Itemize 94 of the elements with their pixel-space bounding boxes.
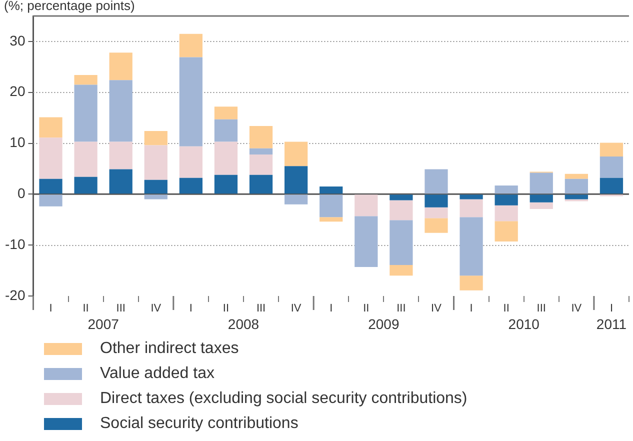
text: 2011 (596, 316, 627, 332)
x-tick-label: III (536, 302, 546, 315)
y-tick-label: 30 (10, 32, 26, 48)
legend-label: Other indirect taxes (100, 340, 239, 358)
bar (460, 194, 483, 200)
x-tick-label: II (82, 302, 89, 315)
bar (39, 138, 62, 179)
bar (144, 180, 168, 194)
bar (109, 169, 132, 194)
bar (179, 146, 202, 178)
bar (109, 80, 132, 142)
chart-title: (%; percentage points) (4, 0, 135, 14)
bar (424, 169, 448, 194)
bar (530, 202, 553, 209)
bar (530, 172, 553, 194)
bar (424, 194, 448, 208)
x-tick-label: III (256, 302, 266, 315)
bar (460, 199, 483, 218)
x-tick-label: IV (290, 302, 302, 315)
bar (179, 57, 202, 146)
bar (320, 186, 343, 194)
x-tick-label: I (470, 302, 473, 315)
bar (39, 194, 62, 206)
bar (214, 106, 238, 120)
bar (424, 207, 448, 218)
y-tick-label: -20 (5, 286, 26, 303)
x-tick-label: I (189, 302, 192, 315)
y-tick-label: 20 (10, 83, 26, 100)
bar (390, 194, 413, 200)
bar (354, 216, 378, 267)
x-tick-label: IV (431, 302, 442, 315)
x-tick-label: IV (150, 302, 162, 315)
x-tick-label: I (610, 302, 614, 315)
bar (74, 75, 98, 85)
y-tick-label: -10 (5, 236, 26, 252)
x-tick-label: IV (571, 302, 582, 315)
bar (564, 194, 588, 200)
bar (144, 131, 168, 146)
bar (214, 174, 238, 194)
bar (600, 178, 624, 194)
x-tick-label: II (503, 302, 510, 315)
bar (494, 205, 518, 222)
bar (284, 142, 308, 166)
bar (390, 200, 413, 220)
text: 2008 (228, 316, 260, 332)
y-tick-label: 0 (17, 185, 26, 202)
bar (494, 186, 518, 194)
x-tick-label: I (49, 302, 52, 315)
x-tick-label: II (363, 302, 370, 315)
bar (284, 194, 308, 204)
bar (390, 264, 413, 276)
bar (214, 142, 238, 175)
legend-label: Direct taxes (excluding social security contributions) (100, 390, 468, 408)
bar (460, 276, 483, 290)
bar (39, 117, 62, 138)
bar (249, 174, 273, 194)
y-tick-label: 10 (10, 134, 26, 150)
bar (600, 142, 624, 157)
bar (74, 84, 98, 142)
bar (600, 156, 624, 178)
bar (284, 166, 308, 194)
bar (144, 145, 168, 180)
bar (530, 194, 553, 202)
bar (179, 34, 202, 58)
bar (249, 154, 273, 175)
bar (564, 174, 588, 179)
bar (390, 220, 413, 265)
bar (320, 217, 343, 222)
bar (144, 194, 168, 200)
bar (494, 194, 518, 206)
bar (109, 142, 132, 170)
bar (74, 176, 98, 194)
bar (424, 218, 448, 233)
legend-label: Value added tax (100, 364, 214, 382)
bar (460, 217, 483, 276)
x-tick-label: III (116, 302, 126, 315)
bar (179, 178, 202, 194)
bar (494, 221, 518, 242)
bar (320, 194, 343, 218)
bar (109, 52, 132, 80)
bar (74, 142, 98, 177)
bar (39, 178, 62, 194)
text: 2007 (88, 316, 120, 332)
bar (564, 178, 588, 194)
x-tick-label: II (222, 302, 230, 315)
x-tick-label: III (396, 302, 406, 315)
text: 2009 (368, 316, 400, 332)
bar (249, 148, 273, 154)
bar (214, 119, 238, 142)
text: 2010 (508, 316, 540, 332)
legend-label: Social security contributions (100, 414, 298, 432)
bar (249, 126, 273, 148)
bar (354, 194, 378, 216)
x-tick-label: I (330, 302, 333, 315)
